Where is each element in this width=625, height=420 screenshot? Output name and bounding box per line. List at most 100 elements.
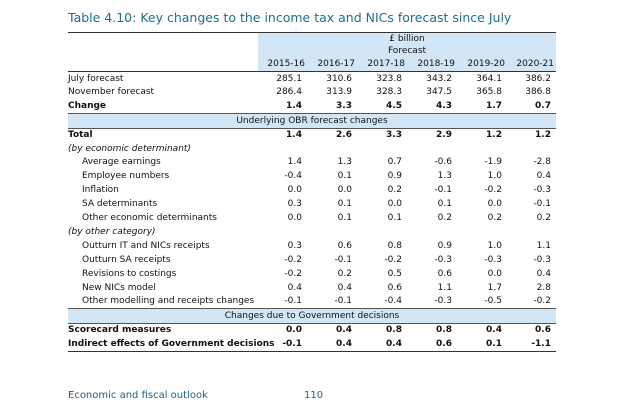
cell: 1.0 xyxy=(487,171,502,182)
cell: 3.3 xyxy=(386,129,402,140)
cell: 0.4 xyxy=(337,282,352,293)
cell: 0.1 xyxy=(486,338,502,349)
cell: -0.3 xyxy=(533,185,551,196)
cell: -0.5 xyxy=(484,296,502,307)
cell: -0.1 xyxy=(284,296,302,307)
cell: 0.6 xyxy=(337,240,352,251)
cell: 1.7 xyxy=(486,101,502,112)
cell: 0.4 xyxy=(336,324,352,335)
cell: 0.2 xyxy=(487,213,502,223)
cell: 0.4 xyxy=(336,338,352,349)
cell: 0.1 xyxy=(337,199,352,210)
cell: -0.1 xyxy=(334,254,352,265)
cell: 0.0 xyxy=(487,199,502,210)
cell: 0.2 xyxy=(536,213,551,223)
page-number: 110 xyxy=(304,390,324,401)
cell: 0.6 xyxy=(387,282,402,293)
cell: -1.9 xyxy=(484,157,502,168)
row-label: Change xyxy=(68,101,107,112)
cell: 0.1 xyxy=(437,199,452,210)
cell: 0.0 xyxy=(487,268,502,279)
cell: 0.3 xyxy=(287,199,302,210)
cell: 0.0 xyxy=(287,213,302,223)
cell: 1.2 xyxy=(486,129,502,140)
cell: -0.1 xyxy=(533,199,551,210)
row-label: Total xyxy=(68,129,93,140)
row-label: Outturn IT and NICs receipts xyxy=(82,240,210,251)
footer-publication: Economic and fiscal outlook xyxy=(68,390,208,401)
row-label: Revisions to costings xyxy=(82,268,177,279)
cell: 0.4 xyxy=(386,338,402,349)
column-header: 2015-16 xyxy=(267,59,305,69)
cell: 1.1 xyxy=(437,282,452,293)
cell: 3.3 xyxy=(336,101,352,112)
cell: 0.2 xyxy=(337,268,352,279)
cell: 0.6 xyxy=(436,338,452,349)
cell: 386.8 xyxy=(525,87,551,98)
cell: 343.2 xyxy=(426,73,452,84)
rule xyxy=(68,350,556,352)
row-label: Other economic determinants xyxy=(82,213,217,223)
table-title: Table 4.10: Key changes to the income ta… xyxy=(68,10,512,25)
section-heading: Underlying OBR forecast changes xyxy=(68,113,556,130)
cell: 0.2 xyxy=(387,185,402,196)
cell: 0.8 xyxy=(387,240,402,251)
column-header: 2018-19 xyxy=(417,59,455,69)
cell: -0.1 xyxy=(334,296,352,307)
cell: 365.8 xyxy=(476,87,502,98)
rule xyxy=(68,32,258,33)
cell: 0.6 xyxy=(437,268,452,279)
row-label: New NICs model xyxy=(82,282,156,293)
cell: 0.0 xyxy=(337,185,352,196)
rule xyxy=(68,71,556,72)
cell: 1.4 xyxy=(287,157,302,168)
cell: 0.5 xyxy=(387,268,402,279)
cell: -0.4 xyxy=(284,171,302,182)
row-label: Outturn SA receipts xyxy=(82,254,171,265)
cell: 347.5 xyxy=(426,87,452,98)
column-header: 2020-21 xyxy=(516,59,554,69)
cell: -0.4 xyxy=(384,296,402,307)
cell: 0.0 xyxy=(387,199,402,210)
cell: 310.6 xyxy=(326,73,352,84)
cell: 0.2 xyxy=(437,213,452,223)
cell: 2.6 xyxy=(336,129,352,140)
cell: -0.3 xyxy=(484,254,502,265)
cell: 313.9 xyxy=(326,87,352,98)
year-row-bg xyxy=(258,58,556,71)
cell: 1.4 xyxy=(286,129,302,140)
row-label: Employee numbers xyxy=(82,171,170,182)
row-label: Other modelling and receipts changes xyxy=(82,296,255,307)
cell: 386.2 xyxy=(525,73,551,84)
cell: 328.3 xyxy=(376,87,402,98)
column-header: 2019-20 xyxy=(467,59,505,69)
cell: -0.6 xyxy=(434,157,452,168)
row-label: Average earnings xyxy=(82,157,161,168)
cell: 0.1 xyxy=(387,213,402,223)
cell: 4.3 xyxy=(436,101,452,112)
section-heading: Changes due to Government decisions xyxy=(68,308,556,325)
column-header: 2016-17 xyxy=(317,59,355,69)
cell: -0.2 xyxy=(533,296,551,307)
cell: -0.3 xyxy=(434,296,452,307)
cell: 0.9 xyxy=(437,240,452,251)
cell: 0.7 xyxy=(535,101,551,112)
cell: 0.8 xyxy=(436,324,452,335)
row-label: July forecast xyxy=(68,73,124,84)
row-label: November forecast xyxy=(68,87,155,98)
cell: 0.3 xyxy=(287,240,302,251)
cell: 0.4 xyxy=(536,268,551,279)
cell: 323.8 xyxy=(376,73,402,84)
cell: 0.1 xyxy=(337,213,352,223)
cell: 0.9 xyxy=(387,171,402,182)
cell: 1.7 xyxy=(487,282,502,293)
cell: 0.0 xyxy=(287,185,302,196)
cell: -1.1 xyxy=(531,338,551,349)
cell: -0.1 xyxy=(434,185,452,196)
cell: 1.3 xyxy=(337,157,352,168)
cell: -0.2 xyxy=(384,254,402,265)
cell: 2.9 xyxy=(436,129,452,140)
cell: 286.4 xyxy=(276,87,302,98)
cell: -0.2 xyxy=(284,254,302,265)
